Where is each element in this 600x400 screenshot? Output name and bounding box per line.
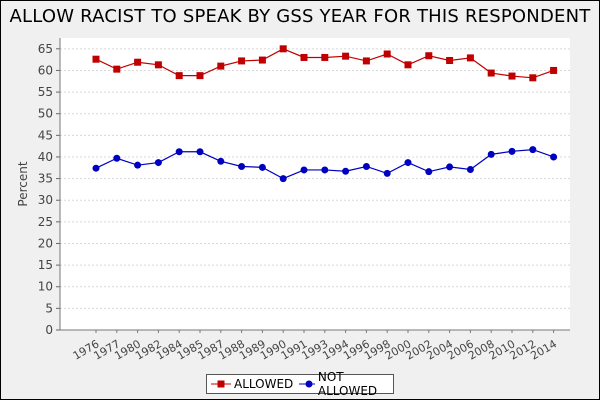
data-point bbox=[300, 53, 308, 61]
data-point bbox=[383, 169, 391, 177]
chart-legend: ALLOWED NOT ALLOWED bbox=[206, 370, 394, 398]
y-tick-label: 5 bbox=[45, 301, 53, 315]
data-point bbox=[279, 175, 287, 183]
data-point bbox=[342, 52, 350, 60]
legend-item-allowed: ALLOWED bbox=[211, 377, 293, 391]
data-point bbox=[258, 56, 266, 64]
data-point bbox=[508, 72, 516, 80]
y-tick-label: 25 bbox=[38, 215, 53, 229]
plot-area bbox=[60, 38, 570, 330]
data-point bbox=[425, 52, 433, 60]
data-point bbox=[446, 56, 454, 64]
data-point bbox=[92, 55, 100, 63]
allowed-series-swatch bbox=[211, 380, 231, 388]
y-tick-label: 55 bbox=[38, 85, 53, 99]
chart-title: ALLOW RACIST TO SPEAK BY GSS YEAR FOR TH… bbox=[9, 6, 591, 27]
y-tick-label: 15 bbox=[38, 258, 53, 272]
data-point bbox=[134, 161, 142, 169]
data-point bbox=[404, 61, 412, 69]
data-point bbox=[175, 148, 183, 156]
y-tick-label: 10 bbox=[38, 280, 53, 294]
data-point bbox=[279, 45, 287, 53]
data-point bbox=[134, 58, 142, 66]
y-tick-label: 65 bbox=[38, 42, 53, 56]
data-point bbox=[425, 168, 433, 176]
data-point bbox=[175, 72, 183, 80]
data-point bbox=[154, 159, 162, 167]
data-point bbox=[238, 162, 246, 170]
data-point bbox=[487, 69, 495, 77]
data-point bbox=[342, 167, 350, 175]
data-point bbox=[446, 163, 454, 171]
y-tick-label: 35 bbox=[38, 172, 53, 186]
data-point bbox=[362, 162, 370, 170]
data-point bbox=[238, 57, 246, 65]
data-point bbox=[196, 72, 204, 80]
data-point bbox=[487, 150, 495, 158]
data-point bbox=[113, 65, 121, 73]
data-point bbox=[404, 159, 412, 167]
data-point bbox=[92, 164, 100, 172]
data-point bbox=[529, 146, 537, 154]
data-point bbox=[466, 166, 474, 174]
data-point bbox=[550, 66, 558, 74]
data-point bbox=[321, 53, 329, 61]
legend-label-not-allowed: NOT ALLOWED bbox=[317, 370, 378, 398]
y-tick-label: 0 bbox=[45, 323, 53, 337]
y-tick-label: 40 bbox=[38, 150, 53, 164]
data-point bbox=[466, 54, 474, 62]
legend-label-allowed: ALLOWED bbox=[234, 377, 294, 391]
data-point bbox=[383, 50, 391, 58]
data-point bbox=[258, 163, 266, 171]
data-point bbox=[196, 148, 204, 156]
data-point bbox=[529, 74, 537, 82]
data-point bbox=[154, 61, 162, 69]
data-point bbox=[113, 154, 121, 162]
legend-item-not-allowed: NOT ALLOWED bbox=[299, 370, 387, 398]
data-point bbox=[550, 153, 558, 161]
data-point bbox=[321, 166, 329, 174]
not-allowed-series-swatch bbox=[299, 380, 315, 388]
y-tick-label: 50 bbox=[38, 107, 53, 121]
data-point bbox=[508, 147, 516, 155]
y-tick-label: 45 bbox=[38, 128, 53, 142]
y-tick-label: 30 bbox=[38, 193, 53, 207]
data-point bbox=[217, 62, 225, 70]
data-point bbox=[362, 57, 370, 65]
data-point bbox=[217, 157, 225, 165]
y-tick-label: 20 bbox=[38, 236, 53, 250]
y-axis-label: Percent bbox=[16, 161, 30, 206]
data-point bbox=[300, 166, 308, 174]
y-tick-label: 60 bbox=[38, 63, 53, 77]
